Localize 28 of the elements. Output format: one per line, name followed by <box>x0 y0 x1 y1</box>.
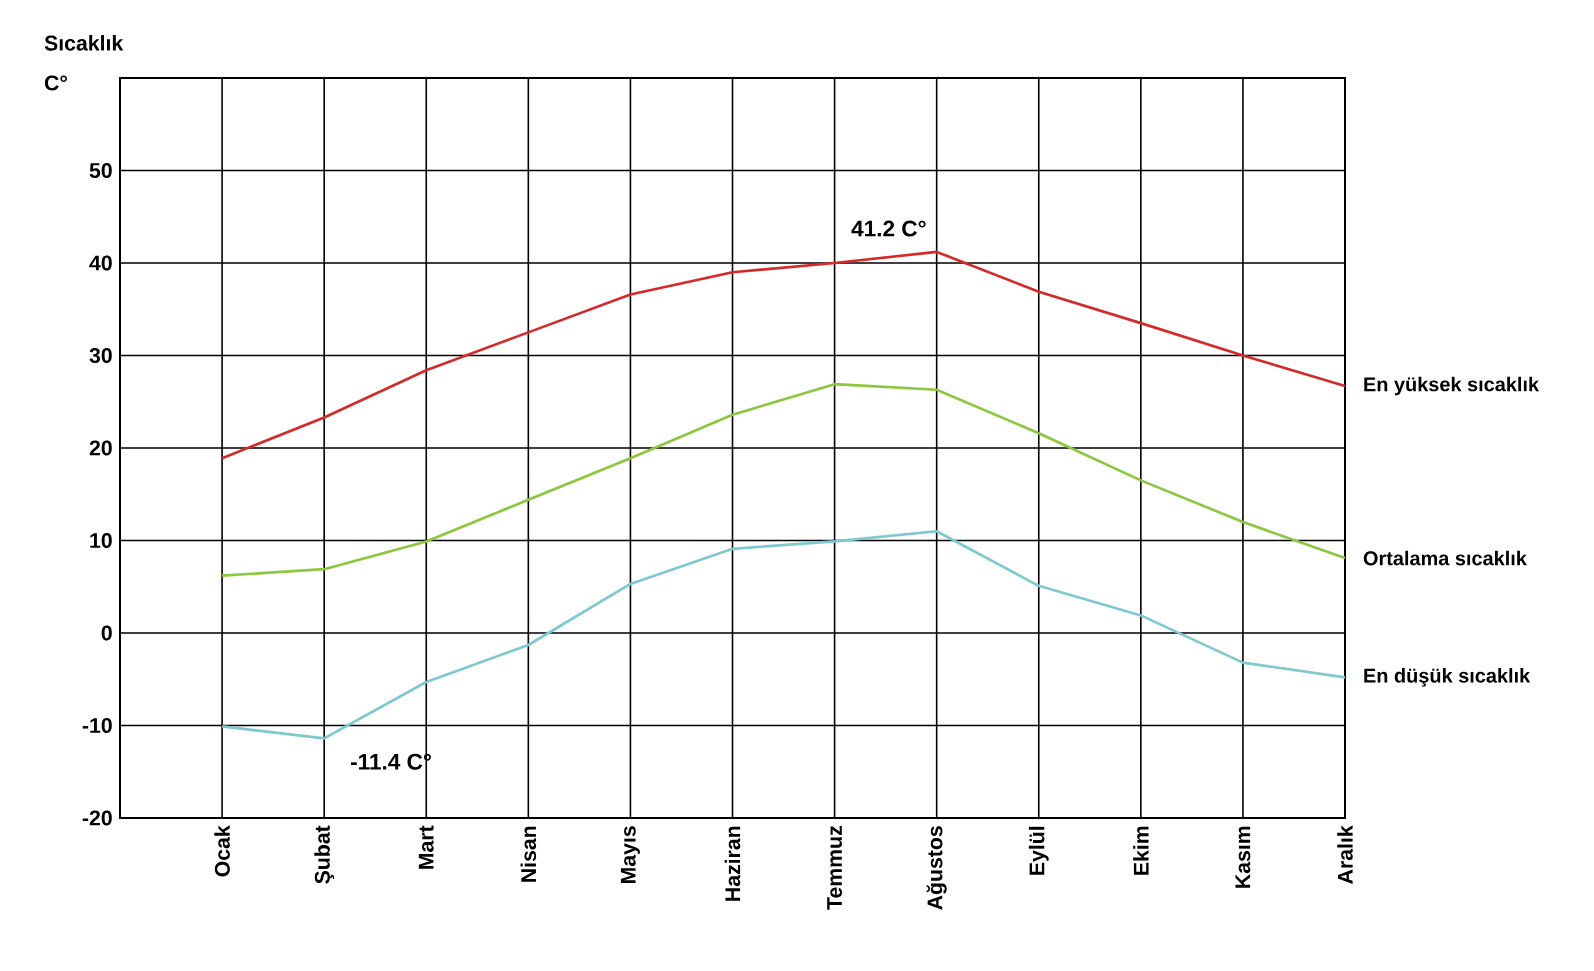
x-tick-label: Kasım <box>1235 826 1251 888</box>
x-tick-label: Eylül <box>1028 826 1049 875</box>
series-label: En düşük sıcaklık <box>1364 668 1531 687</box>
x-tick-label: Ekim <box>1133 826 1149 875</box>
annotation: 41.2 C° <box>851 220 926 237</box>
x-tick-label: Mart <box>418 825 434 869</box>
y-tick-label: 50 <box>89 162 112 179</box>
y-tick-label: 10 <box>90 532 112 549</box>
y-tick-label: -20 <box>82 810 112 826</box>
x-tick-label: Ağustos <box>926 826 947 910</box>
y-tick-label: -10 <box>82 717 112 734</box>
x-tick-label: Haziran <box>724 826 741 901</box>
y-tick-label: 20 <box>89 440 112 456</box>
x-tick-label: Aralık <box>1337 825 1353 884</box>
y-tick-label: 40 <box>89 255 112 271</box>
y-axis-title: Sıcaklık C° <box>44 35 124 91</box>
y-tick-label: 30 <box>89 347 112 364</box>
series-label: Ortalama sıcaklık <box>1363 550 1527 566</box>
line-series <box>220 529 1347 740</box>
series-label: En yüksek sıcaklık <box>1364 376 1540 396</box>
x-tick-label: Nisan <box>520 826 537 882</box>
x-tick-label: Şubat <box>314 825 335 884</box>
x-tick-label: Mayıs <box>620 826 640 883</box>
line-series <box>220 382 1347 577</box>
x-tick-label: Ocak <box>214 825 230 877</box>
x-tick-label: Temmuz <box>827 826 842 910</box>
y-tick-label: 0 <box>101 625 112 641</box>
line-series <box>220 250 1347 460</box>
